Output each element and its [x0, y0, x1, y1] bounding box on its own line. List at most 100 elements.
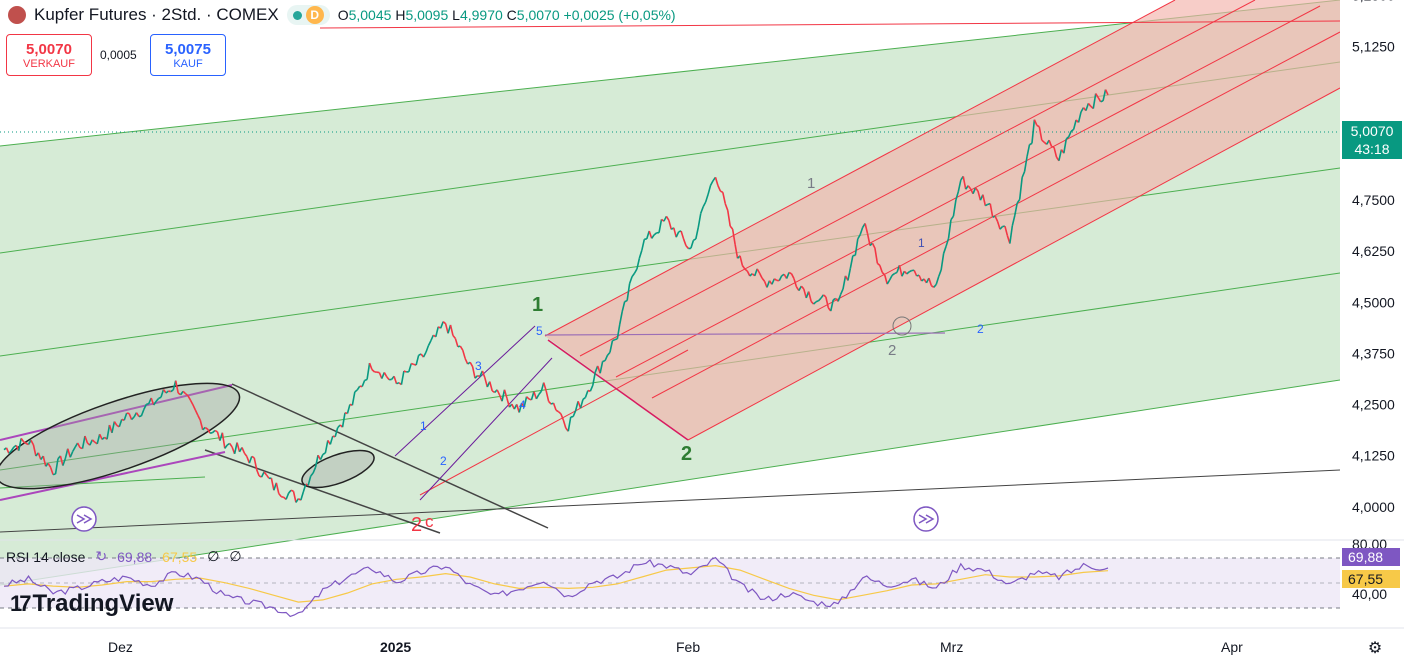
- price-segment: [47, 462, 52, 468]
- settings-icon[interactable]: ⚙: [1367, 640, 1383, 657]
- price-segment: [847, 268, 852, 281]
- price-segment: [1026, 144, 1031, 157]
- price-segment: [609, 340, 614, 353]
- price-segment: [857, 234, 861, 240]
- rsi-tick-40: 40,00: [1352, 586, 1387, 602]
- price-segment: [999, 225, 1004, 230]
- price-segment: [418, 353, 422, 357]
- price-segment: [8, 450, 12, 454]
- red-horizontal-line: [319, 20, 1341, 29]
- price-segment: [866, 233, 871, 246]
- price-segment: [170, 389, 174, 393]
- price-segment: [842, 275, 847, 290]
- last-price-value: 5,0070: [1350, 123, 1394, 139]
- price-segment: [962, 176, 967, 190]
- price-segment: [1100, 100, 1104, 103]
- price-segment: [1095, 93, 1099, 98]
- symbol-title[interactable]: Kupfer Futures · 2Std. · COMEX: [34, 5, 279, 24]
- replay-arrow-icon[interactable]: [71, 506, 97, 532]
- price-segment: [503, 389, 508, 399]
- tradingview-logo[interactable]: 17 TradingView: [10, 590, 173, 618]
- price-segment: [523, 396, 528, 408]
- price-segment: [91, 439, 96, 443]
- price-segment: [714, 177, 719, 186]
- price-axis[interactable]: [1340, 0, 1404, 540]
- price-segment: [854, 238, 859, 256]
- price-segment: [535, 394, 540, 400]
- price-segment: [337, 424, 341, 429]
- wave-label-2-blue-late: 2: [977, 322, 984, 336]
- x-tick-apr: Apr: [1221, 639, 1243, 655]
- red-channel-extension-line: [419, 349, 689, 496]
- rsi-ma-value: 67,55: [162, 548, 198, 565]
- price-segment: [1009, 225, 1014, 244]
- price-segment: [10, 446, 15, 452]
- price-segment: [383, 372, 388, 378]
- price-segment: [275, 482, 280, 494]
- price-segment: [879, 265, 884, 273]
- price-segment: [462, 349, 466, 359]
- price-segment: [224, 444, 228, 449]
- status-pill[interactable]: D: [286, 5, 330, 25]
- price-segment: [996, 221, 1001, 230]
- price-segment: [1058, 149, 1063, 161]
- price-segment: [214, 429, 218, 433]
- price-segment: [567, 416, 572, 432]
- rsi-legend[interactable]: RSI 14 close ↻ 69,88 67,55 ∅ ∅: [6, 548, 242, 565]
- price-segment: [756, 268, 761, 274]
- rsi-refresh-icon[interactable]: ↻: [95, 548, 108, 564]
- buy-button[interactable]: 5,0075 KAUF: [150, 34, 226, 76]
- sell-button[interactable]: 5,0070 VERKAUF: [6, 34, 92, 76]
- last-price-tag: 5,0070 43:18: [1342, 121, 1402, 159]
- price-segment: [874, 248, 879, 264]
- price-segment: [734, 244, 739, 259]
- wave-2-line: [547, 339, 689, 441]
- price-segment: [1092, 93, 1097, 109]
- price-segment: [624, 299, 628, 303]
- price-segment: [891, 272, 896, 276]
- wave-label-2-red: 2: [411, 514, 422, 536]
- price-segment: [648, 230, 653, 239]
- price-segment: [1087, 102, 1092, 107]
- price-segment: [371, 369, 375, 373]
- price-segment: [955, 191, 960, 201]
- price-segment: [449, 324, 454, 336]
- rsi-pane[interactable]: 80,00 40,00: [0, 536, 1387, 618]
- price-segment: [324, 440, 329, 454]
- price-segment: [415, 355, 420, 366]
- price-segment: [589, 385, 594, 392]
- price-segment: [165, 390, 169, 394]
- price-segment: [901, 270, 906, 277]
- price-segment: [977, 190, 982, 201]
- descending-channel-upper: [231, 383, 549, 529]
- price-segment: [1068, 130, 1072, 138]
- price-segment: [616, 324, 621, 339]
- price-segment: [1053, 147, 1058, 158]
- time-axis[interactable]: Dez 2025 Feb Mrz Apr: [108, 639, 1243, 655]
- price-segment: [641, 239, 646, 251]
- price-segment: [761, 277, 766, 282]
- price-segment: [883, 274, 888, 285]
- x-tick-dez: Dez: [108, 639, 133, 655]
- price-segment: [197, 414, 201, 421]
- replay-arrow-icon[interactable]: [913, 506, 939, 532]
- copper-logo-icon: [8, 6, 26, 24]
- price-segment: [364, 378, 368, 382]
- price-segment: [295, 498, 300, 503]
- price-segment: [187, 395, 192, 401]
- price-segment: [947, 219, 952, 239]
- price-segment: [396, 382, 400, 385]
- descending-channel-lower: [204, 449, 441, 534]
- price-segment: [744, 268, 748, 272]
- red-channel-line-4: [651, 31, 1341, 399]
- price-segment: [435, 326, 440, 337]
- green-thin-line: [0, 476, 206, 489]
- price-segment: [545, 390, 550, 402]
- price-segment: [42, 455, 47, 467]
- price-segment: [619, 311, 624, 325]
- rsi-line: [3, 556, 1109, 618]
- price-segment: [457, 345, 461, 348]
- red-channel: [319, 0, 1341, 496]
- price-segment: [312, 466, 317, 474]
